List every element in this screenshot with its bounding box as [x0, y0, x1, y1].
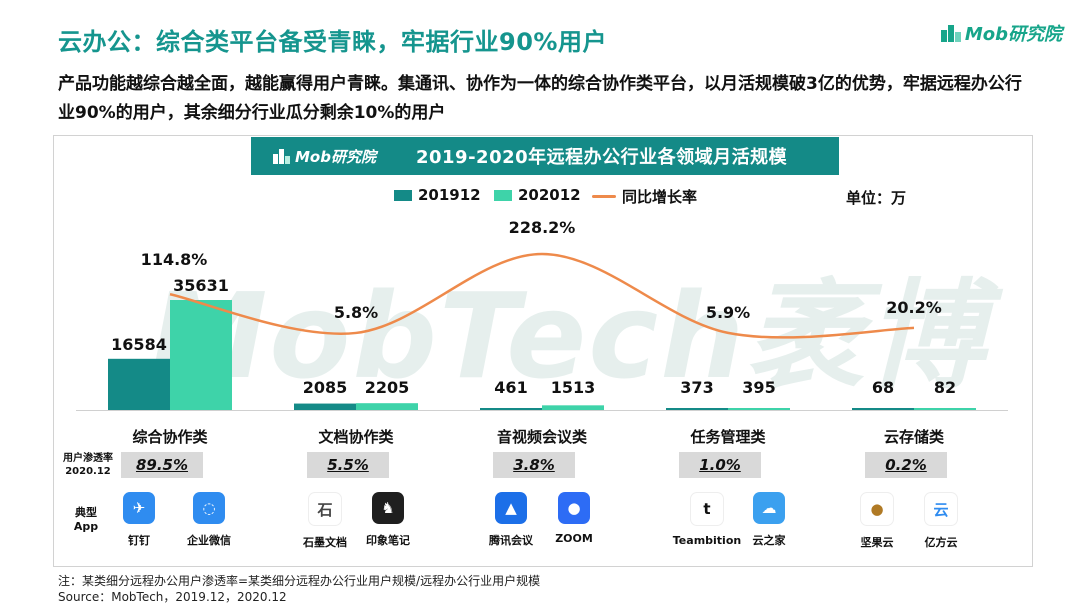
bar-201912-2 — [480, 408, 542, 410]
category-label: 任务管理类 — [690, 428, 766, 446]
page-title: 云办公：综合类平台备受青睐，牢据行业90%用户 — [58, 28, 607, 56]
bar-202012-2 — [542, 405, 604, 410]
legend-item-2019: 201912 — [394, 186, 481, 204]
bar-202012-1 — [356, 403, 418, 410]
growth-rate-label: 20.2% — [886, 297, 942, 317]
category-label: 综合协作类 — [132, 428, 208, 446]
penetration-value: 5.5% — [307, 452, 389, 478]
app-dingtalk: ✈ 钉钉 — [94, 492, 184, 548]
app-yunzhijia: ☁ 云之家 — [724, 492, 814, 548]
fangcloud-icon: 云 — [924, 492, 958, 526]
evernote-icon: ♞ — [372, 492, 404, 524]
yunzhijia-icon: ☁ — [753, 492, 785, 524]
chart-panel — [53, 135, 1033, 567]
growth-rate-label: 114.8% — [140, 250, 208, 270]
app-name: 钉钉 — [128, 534, 150, 547]
penetration-label-line1: 用户渗透率 — [63, 453, 113, 464]
app-jianguoyun: ● 坚果云 — [832, 492, 922, 550]
penetration-value: 3.8% — [493, 452, 575, 478]
legend-item-growth: 同比增长率 — [592, 186, 697, 207]
footnote-note: 注：某类细分远程办公用户渗透率=某类细分远程办公行业用户规模/远程办公行业用户规… — [58, 574, 541, 588]
dingtalk-icon: ✈ — [123, 492, 155, 524]
penetration-value: 89.5% — [121, 452, 203, 478]
apps-label-line2: App — [73, 520, 99, 533]
penetration-label-line2: 2020.12 — [65, 466, 111, 477]
category-label: 云存储类 — [883, 428, 945, 446]
app-fangcloud: 云亿方云 — [896, 492, 986, 550]
bar-201912-3 — [666, 408, 728, 410]
app-tencent-meeting: ▲ 腾讯会议 — [466, 492, 556, 548]
shimo-icon: 石 — [308, 492, 342, 526]
page-subtitle: 产品功能越综合越全面，越能赢得用户青睐。集通讯、协作为一体的综合协作类平台，以月… — [58, 74, 1022, 123]
bar-value-label: 82 — [933, 378, 957, 397]
teambition-icon: t — [690, 492, 724, 526]
legend-label: 同比增长率 — [622, 188, 698, 206]
app-shimo: 石石墨文档 — [280, 492, 370, 550]
category-label: 文档协作类 — [318, 428, 394, 446]
wecom-icon: ◌ — [193, 492, 225, 524]
app-name: 云之家 — [752, 534, 786, 547]
growth-rate-label: 228.2% — [508, 218, 576, 237]
legend-label: 202012 — [518, 186, 581, 204]
growth-rate-line — [169, 252, 915, 339]
footnote: 注：某类细分远程办公用户渗透率=某类细分远程办公行业用户规模/远程办公行业用户规… — [58, 573, 540, 605]
bar-value-label: 395 — [742, 378, 776, 397]
app-name: 印象笔记 — [366, 534, 410, 547]
banner-logo-text: Mob研究院 — [295, 147, 376, 166]
bar-value-label: 68 — [871, 378, 895, 397]
category-label: 音视频会议类 — [496, 428, 588, 446]
app-name: ZOOM — [555, 532, 593, 545]
tencent-meeting-icon: ▲ — [495, 492, 527, 524]
jianguoyun-icon: ● — [860, 492, 894, 526]
bar-value-label: 16584 — [111, 334, 167, 354]
bar-202012-0 — [170, 300, 232, 410]
apps-row-label: 典型 App — [58, 506, 114, 534]
mob-logo-icon — [940, 25, 961, 42]
app-name: 企业微信 — [187, 534, 231, 547]
bar-value-label: 2205 — [364, 378, 410, 397]
app-zoom: ● ZOOM — [529, 492, 619, 545]
bar-202012-4 — [914, 408, 976, 410]
logo-text: Mob研究院 — [964, 24, 1062, 45]
legend-swatch-2020 — [494, 189, 512, 201]
legend-line-growth — [592, 195, 616, 198]
app-teambition: t Teambition — [662, 492, 752, 547]
bar-201912-0 — [108, 358, 170, 410]
legend-label: 201912 — [418, 186, 481, 204]
watermark: MobTech袤博 — [150, 267, 987, 405]
bar-201912-1 — [294, 403, 356, 410]
bar-value-label: 2085 — [302, 378, 348, 397]
bar-201912-4 — [852, 408, 914, 410]
brand-logo: Mob研究院 — [940, 20, 1062, 46]
growth-rate-label: 5.9% — [705, 302, 751, 322]
bar-value-label: 35631 — [173, 276, 229, 295]
apps-label-line1: 典型 — [75, 506, 97, 519]
penetration-value: 0.2% — [865, 452, 947, 478]
app-name: 坚果云 — [860, 536, 894, 549]
app-name: Teambition — [672, 534, 742, 547]
app-name: 石墨文档 — [303, 536, 347, 549]
legend-item-2020: 202012 — [494, 186, 581, 204]
bar-value-label: 461 — [494, 378, 528, 397]
chart-banner: Mob研究院 2019-2020年远程办公行业各领域月活规模 — [251, 137, 839, 175]
penetration-row-label: 用户渗透率 2020.12 — [58, 452, 118, 478]
penetration-value: 1.0% — [679, 452, 761, 478]
banner-logo: Mob研究院 — [273, 146, 376, 167]
app-name: 亿方云 — [924, 536, 958, 549]
app-wecom: ◌ 企业微信 — [164, 492, 254, 548]
bar-value-label: 1513 — [550, 378, 596, 397]
zoom-icon: ● — [558, 492, 590, 524]
chart-title: 2019-2020年远程办公行业各领域月活规模 — [415, 147, 788, 168]
unit-label: 单位：万 — [846, 189, 907, 207]
app-name: 腾讯会议 — [489, 534, 533, 547]
footnote-source: Source：MobTech，2019.12，2020.12 — [58, 590, 287, 604]
chart-legend: 201912 202012 同比增长率 — [0, 186, 1080, 210]
app-evernote: ♞ 印象笔记 — [343, 492, 433, 548]
bar-202012-3 — [728, 408, 790, 410]
mob-logo-icon — [273, 149, 290, 164]
legend-swatch-2019 — [394, 189, 412, 201]
growth-rate-label: 5.8% — [333, 302, 379, 322]
bar-value-label: 373 — [680, 378, 714, 397]
